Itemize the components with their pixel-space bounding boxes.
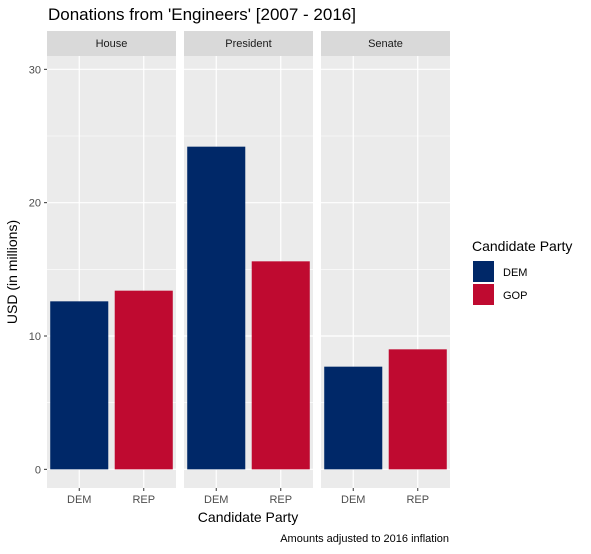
x-tick-label: REP: [406, 494, 429, 506]
facet-senate: Senate DEM REP: [321, 31, 450, 506]
facet-president: President DEM REP: [184, 31, 313, 506]
bar-house-dem: [50, 301, 109, 470]
bar-senate-rep: [388, 349, 447, 470]
legend-key-gop: [473, 284, 494, 305]
legend: DEM GOP: [473, 261, 527, 305]
x-tick-label: DEM: [67, 494, 91, 506]
x-tick-label: DEM: [341, 494, 365, 506]
facet-strip: [47, 31, 176, 56]
y-axis: 0 10 20 30: [29, 64, 47, 476]
x-tick-label: REP: [269, 494, 292, 506]
y-tick-label: 30: [29, 64, 41, 76]
legend-label: DEM: [503, 267, 527, 279]
bar-house-rep: [114, 290, 173, 470]
facet-strip: [184, 31, 313, 56]
chart-caption: Amounts adjusted to 2016 inflation: [280, 533, 449, 545]
y-tick-label: 10: [29, 331, 41, 343]
x-axis-title: Candidate Party: [198, 509, 298, 525]
x-tick-label: DEM: [204, 494, 228, 506]
legend-key-dem: [473, 261, 494, 282]
chart-title: Donations from 'Engineers' [2007 - 2016]: [48, 5, 356, 24]
x-tick-label: REP: [132, 494, 155, 506]
y-tick-label: 20: [29, 198, 41, 210]
facet-label: President: [225, 38, 271, 50]
facet-panels: House DEM REP President DEM REP Senate DEM REP: [47, 31, 450, 506]
legend-label: GOP: [503, 290, 527, 302]
facet-label: Senate: [368, 38, 403, 50]
bar-president-rep: [251, 261, 310, 470]
facet-label: House: [96, 38, 128, 50]
facet-strip: [321, 31, 450, 56]
facet-house: House DEM REP: [47, 31, 176, 506]
legend-title: Candidate Party: [472, 238, 572, 254]
y-tick-label: 0: [35, 464, 41, 476]
bar-senate-dem: [324, 366, 383, 470]
bar-president-dem: [187, 146, 246, 470]
y-axis-title: USD (in millions): [4, 220, 20, 324]
